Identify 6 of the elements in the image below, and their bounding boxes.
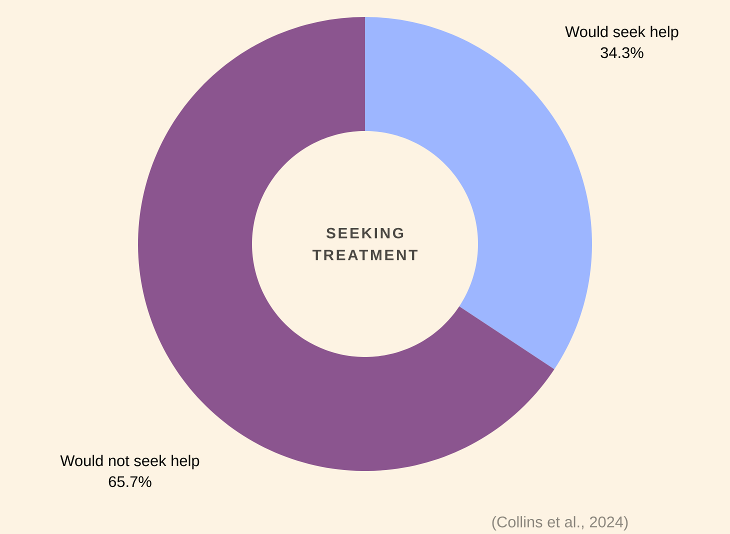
slice-label: Would seek help	[565, 26, 678, 40]
slice-label: Would not seek help	[60, 454, 200, 470]
text: SEEKING TREATMENT	[312, 228, 418, 260]
text: (Collins et al., 2024)	[492, 516, 628, 530]
data-label: 34.3%	[600, 47, 644, 58]
data-label: 65.7%	[108, 476, 152, 488]
